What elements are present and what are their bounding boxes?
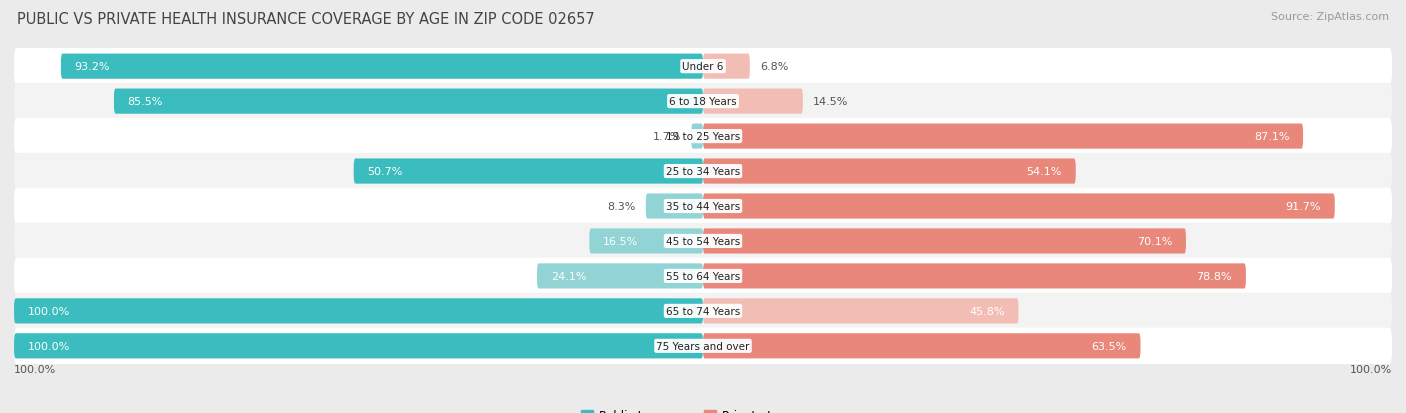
FancyBboxPatch shape xyxy=(14,154,1392,190)
FancyBboxPatch shape xyxy=(703,55,749,80)
Text: 100.0%: 100.0% xyxy=(1350,364,1392,374)
Text: Under 6: Under 6 xyxy=(682,62,724,72)
FancyBboxPatch shape xyxy=(14,223,1392,259)
FancyBboxPatch shape xyxy=(692,124,703,150)
Text: 25 to 34 Years: 25 to 34 Years xyxy=(666,166,740,177)
Text: 24.1%: 24.1% xyxy=(551,271,586,281)
FancyBboxPatch shape xyxy=(703,159,1076,184)
FancyBboxPatch shape xyxy=(60,55,703,80)
FancyBboxPatch shape xyxy=(14,188,1392,225)
Text: 1.7%: 1.7% xyxy=(652,132,681,142)
FancyBboxPatch shape xyxy=(589,229,703,254)
FancyBboxPatch shape xyxy=(703,229,1185,254)
Text: 100.0%: 100.0% xyxy=(28,306,70,316)
Legend: Public Insurance, Private Insurance: Public Insurance, Private Insurance xyxy=(576,404,830,413)
FancyBboxPatch shape xyxy=(703,333,1140,358)
Text: 14.5%: 14.5% xyxy=(813,97,849,107)
FancyBboxPatch shape xyxy=(354,159,703,184)
FancyBboxPatch shape xyxy=(14,119,1392,155)
Text: 91.7%: 91.7% xyxy=(1285,202,1322,211)
FancyBboxPatch shape xyxy=(14,333,703,358)
FancyBboxPatch shape xyxy=(703,194,1334,219)
FancyBboxPatch shape xyxy=(14,258,1392,294)
FancyBboxPatch shape xyxy=(537,263,703,289)
Text: 85.5%: 85.5% xyxy=(128,97,163,107)
Text: 65 to 74 Years: 65 to 74 Years xyxy=(666,306,740,316)
Text: 6 to 18 Years: 6 to 18 Years xyxy=(669,97,737,107)
FancyBboxPatch shape xyxy=(14,299,703,324)
Text: 78.8%: 78.8% xyxy=(1197,271,1232,281)
FancyBboxPatch shape xyxy=(645,194,703,219)
Text: 45.8%: 45.8% xyxy=(969,306,1005,316)
Text: 8.3%: 8.3% xyxy=(607,202,636,211)
FancyBboxPatch shape xyxy=(14,84,1392,120)
Text: Source: ZipAtlas.com: Source: ZipAtlas.com xyxy=(1271,12,1389,22)
FancyBboxPatch shape xyxy=(703,263,1246,289)
Text: 35 to 44 Years: 35 to 44 Years xyxy=(666,202,740,211)
Text: 6.8%: 6.8% xyxy=(761,62,789,72)
Text: 63.5%: 63.5% xyxy=(1091,341,1126,351)
Text: 87.1%: 87.1% xyxy=(1254,132,1289,142)
Text: 93.2%: 93.2% xyxy=(75,62,110,72)
Text: 100.0%: 100.0% xyxy=(14,364,56,374)
Text: 54.1%: 54.1% xyxy=(1026,166,1062,177)
FancyBboxPatch shape xyxy=(14,49,1392,85)
FancyBboxPatch shape xyxy=(703,89,803,114)
FancyBboxPatch shape xyxy=(114,89,703,114)
FancyBboxPatch shape xyxy=(703,124,1303,150)
Text: 45 to 54 Years: 45 to 54 Years xyxy=(666,236,740,247)
Text: 55 to 64 Years: 55 to 64 Years xyxy=(666,271,740,281)
FancyBboxPatch shape xyxy=(703,299,1018,324)
FancyBboxPatch shape xyxy=(14,328,1392,364)
FancyBboxPatch shape xyxy=(14,293,1392,329)
Text: 70.1%: 70.1% xyxy=(1137,236,1173,247)
Text: 50.7%: 50.7% xyxy=(367,166,404,177)
Text: 16.5%: 16.5% xyxy=(603,236,638,247)
Text: 19 to 25 Years: 19 to 25 Years xyxy=(666,132,740,142)
Text: 75 Years and over: 75 Years and over xyxy=(657,341,749,351)
Text: PUBLIC VS PRIVATE HEALTH INSURANCE COVERAGE BY AGE IN ZIP CODE 02657: PUBLIC VS PRIVATE HEALTH INSURANCE COVER… xyxy=(17,12,595,27)
Text: 100.0%: 100.0% xyxy=(28,341,70,351)
